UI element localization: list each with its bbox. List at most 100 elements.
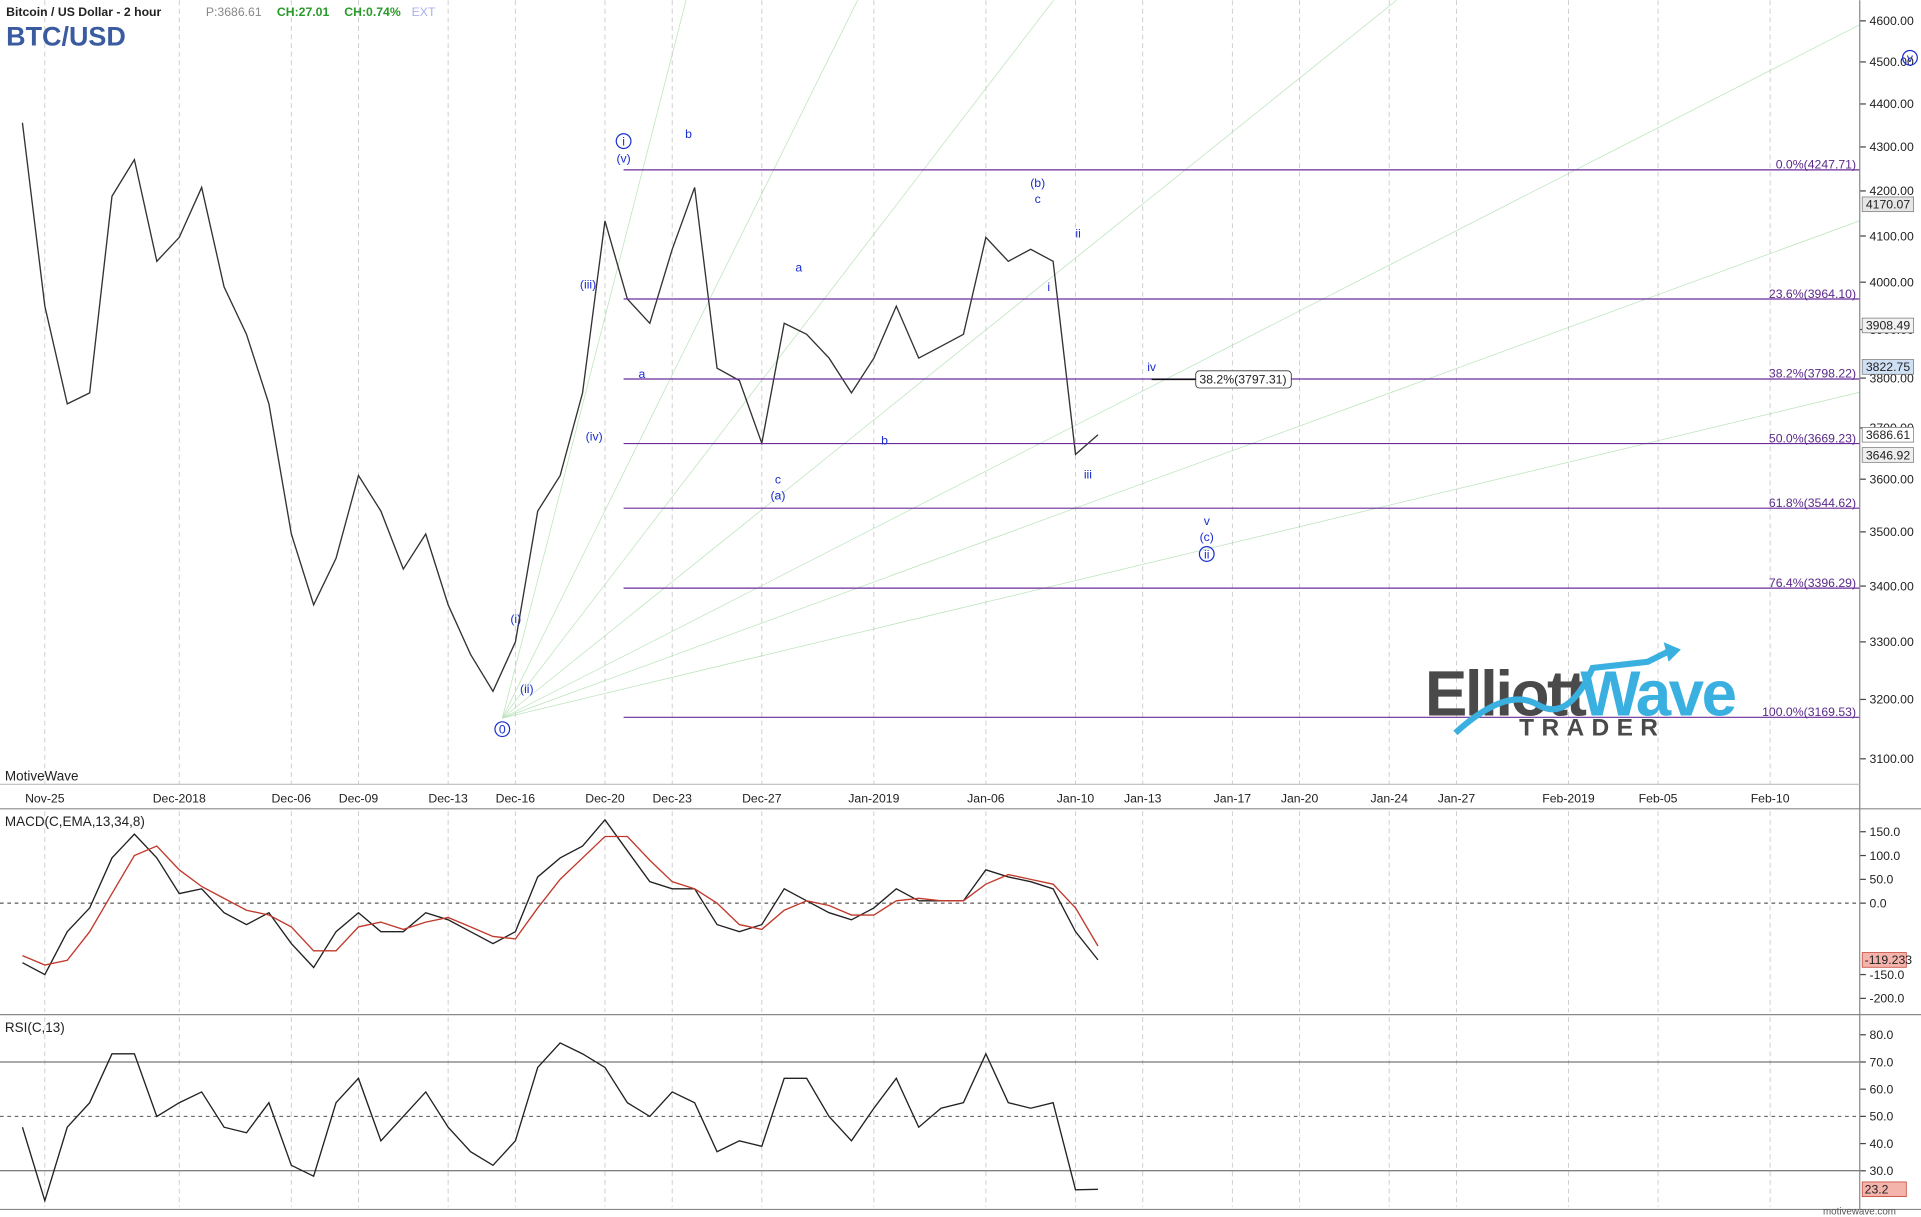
price-marker-label: 3908.49 [1866, 319, 1910, 333]
annotation-label: 38.2%(3797.31) [1199, 373, 1286, 387]
wave-label: b [685, 127, 692, 141]
fib-label: 50.0%(3669.23) [1769, 431, 1856, 445]
x-tick-label: Dec-20 [585, 792, 625, 806]
wave-label: i [1047, 280, 1050, 294]
ext-label: EXT [412, 5, 436, 19]
wave-circle [494, 721, 511, 738]
y-tick-label: 3800.00 [1870, 371, 1914, 385]
wave-label: iv [1147, 360, 1157, 374]
y-tick-label: 3100.00 [1870, 752, 1914, 766]
y-tick-label: 0.0 [1870, 896, 1887, 910]
y-tick-label: 50.0 [1870, 873, 1894, 887]
wave-label: (iv) [586, 430, 603, 444]
x-tick-label: Feb-05 [1639, 792, 1678, 806]
logo-swoosh [1453, 646, 1674, 736]
y-tick-label: 3400.00 [1870, 579, 1914, 593]
wave-label: ii [1204, 547, 1209, 561]
wave-label: b [881, 433, 888, 447]
wave-circle [615, 133, 632, 150]
wave-circle [1902, 49, 1918, 66]
series-line [22, 818, 1099, 976]
y-tick-label: 4600.00 [1870, 14, 1914, 28]
y-tick-label: 50.0 [1870, 1110, 1894, 1124]
wave-label: iii [1084, 468, 1092, 482]
x-tick-label: Jan-06 [967, 792, 1005, 806]
value-marker-label: 23.2 [1865, 1183, 1889, 1197]
x-tick-label: Dec-06 [272, 792, 312, 806]
y-tick-label: 4000.00 [1870, 275, 1914, 289]
x-tick-label: Jan-17 [1214, 792, 1252, 806]
wave-label: c [1035, 192, 1041, 206]
x-tick-label: Feb-2019 [1542, 792, 1595, 806]
x-tick-label: Jan-20 [1281, 792, 1319, 806]
y-tick-label: 70.0 [1870, 1055, 1894, 1069]
fib-label: 100.0%(3169.53) [1762, 705, 1856, 719]
price-marker [1861, 427, 1915, 443]
wave-label: (v) [616, 152, 630, 166]
wave-label: (ii) [520, 682, 534, 696]
price-marker-label: 3822.75 [1866, 360, 1910, 374]
wave-label: (i) [510, 612, 521, 626]
y-tick-label: 4200.00 [1870, 184, 1914, 198]
platform-label: MotiveWave [5, 769, 79, 784]
logo-text: Wave [1580, 659, 1735, 730]
panel-title: RSI(C,13) [5, 1020, 65, 1035]
x-tick-label: Jan-2019 [848, 792, 899, 806]
wave-label: a [639, 367, 646, 381]
plot: Nov-25 Dec-2018 Dec-06 Dec-09 Dec-13 Dec-16 De… [5, 14, 1918, 1204]
x-tick-label: Dec-27 [742, 792, 782, 806]
wave-label: ii [1075, 226, 1080, 240]
logo-text: Elliott [1425, 659, 1587, 730]
series-line [21, 1042, 1098, 1204]
panel-title: MACD(C,EMA,13,34,8) [5, 814, 145, 829]
y-tick-label: 4400.00 [1870, 97, 1914, 111]
value-marker [1861, 1181, 1907, 1198]
y-tick-label: 3200.00 [1870, 693, 1914, 707]
fib-label: 23.6%(3964.10) [1769, 287, 1856, 301]
x-tick-label: Dec-13 [428, 792, 468, 806]
wave-circle [1198, 546, 1215, 562]
change-readout: CH:27.01 [277, 5, 330, 19]
annotation-box [1195, 370, 1292, 389]
price-marker [1861, 447, 1915, 463]
x-tick-label: Feb-10 [1751, 792, 1790, 806]
wave-label: c [775, 473, 781, 487]
y-tick-label: 100.0 [1870, 849, 1901, 863]
y-tick-label: 30.0 [1870, 1164, 1894, 1178]
series-line [22, 835, 1099, 966]
value-marker-label: -119.233 [1865, 953, 1913, 967]
wave-label: i [622, 134, 625, 148]
x-tick-label: Dec-16 [496, 792, 536, 806]
instrument-title: Bitcoin / US Dollar - 2 hour [6, 5, 161, 19]
fib-label: 0.0%(4247.71) [1776, 158, 1856, 172]
x-tick-label: Dec-23 [652, 792, 692, 806]
fib-label: 38.2%(3798.22) [1769, 367, 1856, 381]
wave-label: v [1204, 514, 1211, 528]
price-readout: P:3686.61 [206, 5, 262, 19]
wave-label: (a) [770, 488, 785, 502]
wave-label: (b) [1030, 176, 1045, 190]
logo-subtext: TRADER [1519, 714, 1665, 741]
y-tick-label: 3300.00 [1870, 635, 1914, 649]
symbol: BTC/USD [6, 22, 126, 52]
y-tick-label: 40.0 [1870, 1137, 1894, 1151]
x-tick-label: Dec-2018 [153, 792, 206, 806]
y-tick-label: -200.0 [1870, 992, 1905, 1006]
y-tick-label: 80.0 [1870, 1028, 1894, 1042]
series-line [21, 122, 1099, 693]
grid [0, 0, 1866, 1207]
y-tick-label: 4100.00 [1870, 229, 1914, 243]
y-tick-label: 60.0 [1870, 1082, 1894, 1096]
wave-label: 0 [499, 722, 506, 736]
value-marker [1861, 952, 1907, 968]
x-tick-label: Jan-13 [1124, 792, 1162, 806]
fib-label: 61.8%(3544.62) [1769, 496, 1856, 510]
price-marker-label: 3686.61 [1866, 428, 1910, 442]
y-tick-label: 3500.00 [1870, 525, 1914, 539]
price-marker-label: 3646.92 [1866, 448, 1910, 462]
y-tick-label: -150.0 [1870, 968, 1905, 982]
fib-label: 76.4%(3396.29) [1769, 576, 1856, 590]
logo: Elliott Wave TRADER [1425, 642, 1738, 741]
wave-label: a [795, 261, 802, 275]
y-tick-label: 3600.00 [1870, 472, 1914, 486]
